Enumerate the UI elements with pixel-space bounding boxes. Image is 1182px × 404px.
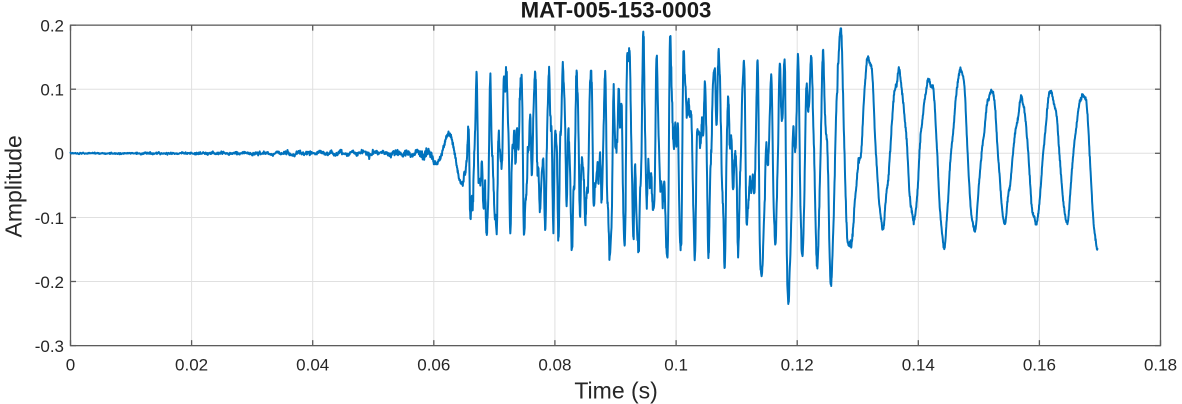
svg-text:0.02: 0.02 xyxy=(175,356,208,375)
svg-text:MAT-005-153-0003: MAT-005-153-0003 xyxy=(521,0,712,23)
svg-text:Time (s): Time (s) xyxy=(574,377,657,403)
svg-text:0.12: 0.12 xyxy=(781,356,814,375)
svg-text:0.1: 0.1 xyxy=(664,356,688,375)
svg-text:0.18: 0.18 xyxy=(1144,356,1177,375)
svg-text:-0.1: -0.1 xyxy=(35,209,64,228)
svg-text:0.14: 0.14 xyxy=(902,356,935,375)
svg-text:0.2: 0.2 xyxy=(40,16,64,35)
svg-text:0.16: 0.16 xyxy=(1023,356,1056,375)
svg-text:-0.3: -0.3 xyxy=(35,337,64,356)
svg-text:0.04: 0.04 xyxy=(296,356,329,375)
svg-text:0.08: 0.08 xyxy=(538,356,571,375)
svg-text:-0.2: -0.2 xyxy=(35,273,64,292)
svg-text:Amplitude: Amplitude xyxy=(0,135,26,237)
svg-text:0.06: 0.06 xyxy=(417,356,450,375)
svg-text:0: 0 xyxy=(66,356,75,375)
svg-text:0: 0 xyxy=(55,145,64,164)
svg-text:0.1: 0.1 xyxy=(40,81,64,100)
